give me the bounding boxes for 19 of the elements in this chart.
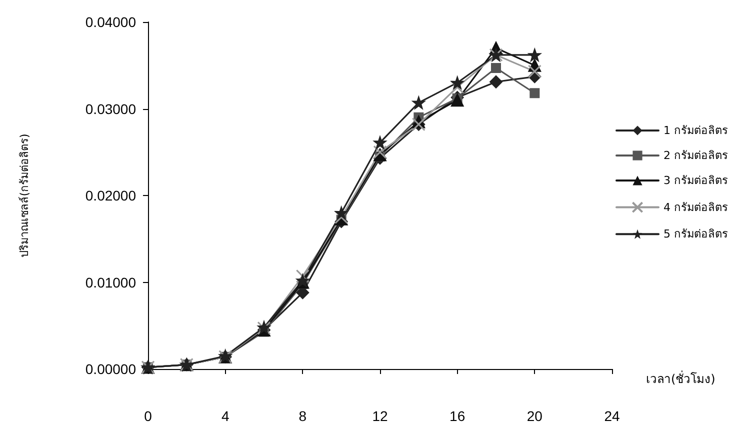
y-tick-label: 0.01000 <box>85 274 136 290</box>
x-tick-label: 0 <box>144 408 152 424</box>
legend-label: 4 กรัมต่อลิตร <box>664 200 728 214</box>
legend-label: 5 กรัมต่อลิตร <box>664 228 728 241</box>
x-tick-label: 16 <box>450 408 466 424</box>
legend-label: 3 กรัมต่อลิตร <box>664 174 728 187</box>
x-tick-label: 4 <box>221 408 230 424</box>
x-tick-label: 20 <box>526 408 543 424</box>
y-axis-title: ปริมาณเซลล์(กรัมต่อลิตร) <box>18 134 31 258</box>
y-tick-label: 0.03000 <box>85 100 136 117</box>
x-axis-title: เวลา(ชั่วโมง) <box>646 370 716 386</box>
y-tick-label: 0.00000 <box>85 361 136 377</box>
x-tick-label: 8 <box>298 408 307 424</box>
legend-label: 1 กรัมต่อลิตร <box>664 124 728 137</box>
x-tick-label: 24 <box>604 408 620 424</box>
legend-label: 2 กรัมต่อลิตร <box>664 149 728 162</box>
y-tick-label: 0.02000 <box>85 188 136 204</box>
y-tick-label: 0.04000 <box>85 14 136 30</box>
x-tick-label: 12 <box>372 408 388 424</box>
